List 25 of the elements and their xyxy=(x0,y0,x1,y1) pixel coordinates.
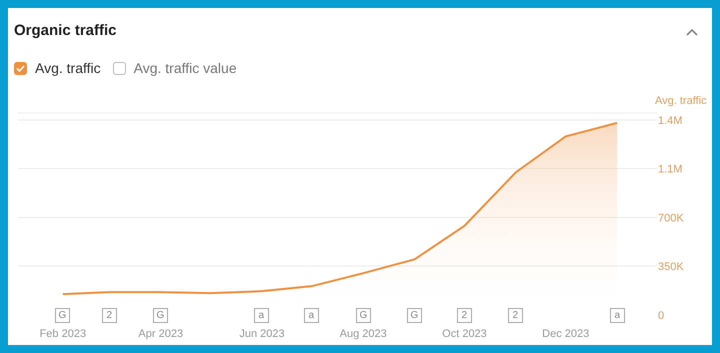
annotation: G xyxy=(156,310,164,321)
annotation: 2 xyxy=(462,310,468,321)
chart-title: Organic traffic xyxy=(14,22,117,39)
y-tick-label: 1.1M xyxy=(658,164,682,176)
y-axis-title: Avg. traffic xyxy=(655,95,708,107)
x-tick-label: Oct 2023 xyxy=(442,328,487,340)
annotation: 2 xyxy=(106,310,112,321)
annotation: G xyxy=(410,310,418,321)
legend-label: Avg. traffic xyxy=(35,60,101,76)
annotation: a xyxy=(258,310,264,321)
x-tick-label: Aug 2023 xyxy=(340,328,387,340)
annotation: 2 xyxy=(512,310,518,321)
text: Avg. traffic value xyxy=(134,60,237,76)
y-tick-label: 1.4M xyxy=(658,114,682,127)
x-tick-label: Dec 2023 xyxy=(542,328,590,340)
y-tick-label: 350K xyxy=(658,261,684,274)
annotation: a xyxy=(614,310,620,321)
y-tick-label: 0 xyxy=(658,310,664,322)
x-tick-label: Feb 2023 xyxy=(40,328,86,340)
x-tick-label: Apr 2023 xyxy=(138,328,184,340)
annotation: a xyxy=(308,310,314,321)
annotation: G xyxy=(360,310,368,321)
x-tick-label: Jun 2023 xyxy=(239,328,285,340)
y-tick-label: 700K xyxy=(658,212,684,224)
annotation: G xyxy=(58,310,66,321)
